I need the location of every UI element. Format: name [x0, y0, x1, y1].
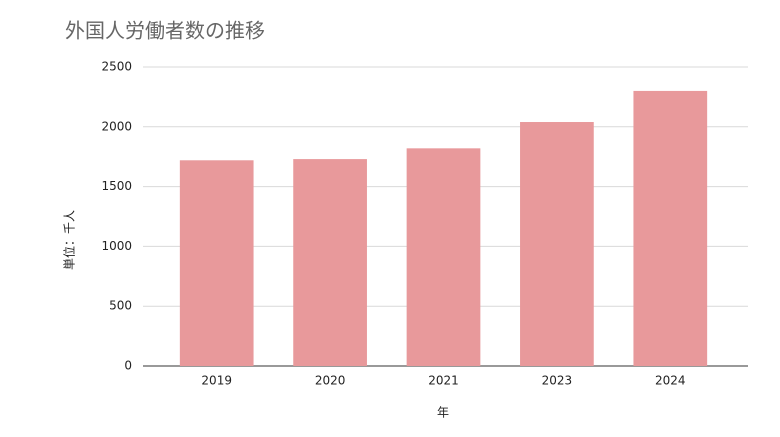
- chart-title: 外国人労働者数の推移: [65, 19, 265, 43]
- x-tick-label: 2021: [428, 374, 459, 388]
- bar: [293, 159, 367, 366]
- x-axis-label: 年: [437, 406, 449, 420]
- y-tick-label: 1000: [101, 239, 132, 253]
- x-tick-label: 2024: [655, 374, 686, 388]
- y-tick-label: 2500: [101, 60, 132, 74]
- y-tick-label: 500: [109, 299, 132, 313]
- y-axis-label: 単位：千人: [62, 210, 77, 270]
- bar: [633, 90, 708, 367]
- bar: [179, 160, 254, 366]
- bar: [406, 148, 481, 366]
- x-tick-label: 2019: [201, 374, 232, 388]
- y-tick-label: 2000: [101, 119, 132, 133]
- x-tick-label: 2020: [315, 374, 346, 388]
- y-tick-label: 0: [124, 359, 132, 373]
- bar: [520, 122, 594, 367]
- x-tick-label: 2023: [542, 374, 573, 388]
- y-tick-label: 1500: [101, 179, 132, 193]
